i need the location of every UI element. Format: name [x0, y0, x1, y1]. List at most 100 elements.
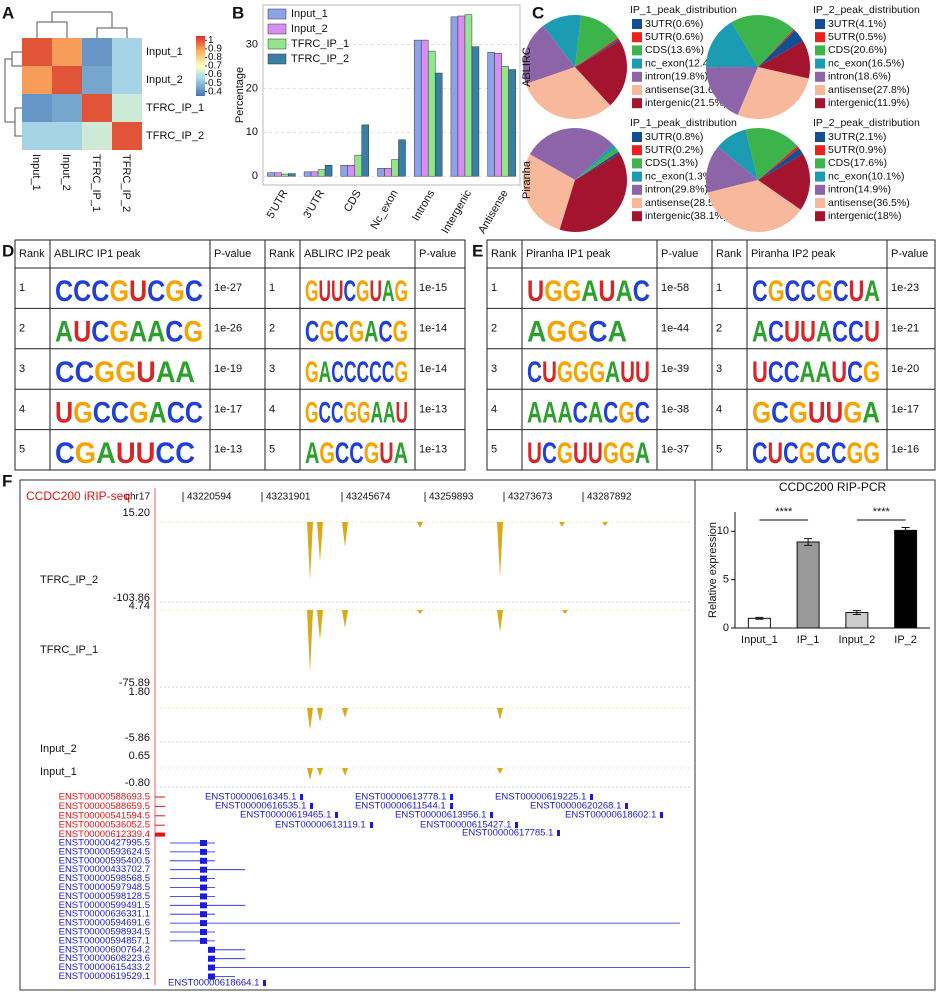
legend-label: CDS(13.6%) — [645, 44, 704, 56]
motif-letter: G — [863, 437, 880, 470]
row-label: Input_2 — [146, 74, 183, 86]
transcript-blue: ENST00000594691.6 — [59, 918, 150, 929]
x-tick-label: IP_1 — [797, 634, 820, 646]
table-cell: 1 — [716, 282, 722, 294]
table-header: ABLIRC IP2 peak — [304, 248, 391, 260]
motif-letter: U — [598, 275, 615, 308]
motif-letter: G — [305, 396, 318, 429]
exon — [300, 794, 303, 800]
pie-slice — [575, 37, 620, 67]
legend-label: antisense(28.5%) — [645, 197, 727, 209]
legend-label: CDS(17.6%) — [828, 157, 887, 169]
legend-label: antisense(31.6%) — [645, 84, 727, 96]
panel-label: A — [2, 3, 14, 22]
track-min: -0.80 — [125, 777, 150, 789]
motif-letter: C — [542, 437, 557, 470]
legend-label: CDS(20.6%) — [828, 44, 887, 56]
bar — [324, 164, 333, 177]
motif-letter: U — [784, 316, 800, 349]
exon — [208, 946, 215, 953]
x-tick-label: 5'UTR — [265, 188, 291, 221]
motif-letter: A — [581, 275, 598, 308]
motif-letter: A — [864, 275, 880, 308]
pie-slice — [758, 30, 804, 67]
motif-letter: A — [605, 356, 620, 389]
signal-peak — [342, 610, 348, 628]
transcript-blue: ENST00000433702.7 — [59, 864, 150, 875]
table-cell: 2 — [19, 323, 25, 335]
heatmap-cell — [22, 122, 52, 150]
transcript-blue: ENST00000598128.5 — [59, 891, 150, 902]
motif-letter: G — [393, 316, 408, 349]
x-tick-label: CDS — [342, 188, 364, 214]
track-name: Input_2 — [40, 743, 77, 755]
transcript-blue: ENST00000595400.5 — [59, 855, 150, 866]
motif-letter: C — [635, 396, 650, 429]
y-axis-label: Percentage — [234, 67, 246, 123]
pie-slice — [575, 151, 619, 180]
bar — [354, 154, 363, 177]
table-cell: 2 — [716, 323, 722, 335]
motif-letter: G — [129, 396, 149, 429]
motif-letter: C — [633, 275, 650, 308]
table-cell: 3 — [19, 363, 25, 375]
exon — [660, 812, 663, 818]
motif-letter: U — [831, 356, 847, 389]
legend-label: intron(19.8%) — [645, 71, 708, 83]
motif-logo: CUGGGAUU — [527, 356, 650, 389]
table-cell: 1e-26 — [214, 323, 242, 335]
row-label: ABLIRC — [521, 47, 533, 87]
legend-swatch — [815, 45, 825, 56]
x-tick-label: Input_1 — [741, 634, 778, 646]
legend-label: 5UTR(0.5%) — [828, 31, 886, 43]
motif-letter: G — [94, 356, 115, 389]
transcript-blue: ENST00000636331.1 — [59, 909, 150, 920]
heatmap-cell — [82, 94, 112, 122]
transcript-upper: ENST00000611544.1 — [355, 801, 446, 812]
bar — [317, 169, 326, 177]
motif-letter: A — [149, 396, 167, 429]
motif-letter: G — [618, 396, 634, 429]
motif-letter: G — [799, 437, 816, 470]
x-tick-label: Input_2 — [839, 634, 876, 646]
legend-swatch — [815, 145, 825, 156]
transcript-blue: ENST00000594857.1 — [59, 935, 150, 946]
pie-slice — [737, 67, 809, 120]
legend-label: 3UTR(4.1%) — [828, 18, 886, 30]
table-cell: 1e-15 — [419, 282, 447, 294]
heatmap-cell — [112, 94, 142, 122]
motif-letter: U — [369, 275, 382, 308]
motif-letter: G — [603, 437, 619, 470]
legend-label: antisense(36.5%) — [828, 197, 910, 209]
transcript-blue: ENST00000599491.5 — [59, 900, 150, 911]
legend-label: antisense(27.8%) — [828, 84, 910, 96]
legend-swatch — [632, 45, 642, 56]
signal-peak — [497, 522, 503, 577]
heatmap-cell — [112, 122, 142, 150]
motif-letter: C — [588, 316, 607, 349]
motif-logo: UCCAAUCG — [752, 356, 880, 389]
motif-letter: G — [789, 396, 808, 429]
exon — [200, 920, 207, 927]
legend-swatch — [632, 184, 642, 195]
motif-letter: C — [832, 316, 848, 349]
motif-logo: AUCGAACG — [55, 316, 203, 349]
signal-peak — [497, 610, 503, 632]
motif-letter: C — [771, 396, 789, 429]
motif-letter: C — [527, 356, 542, 389]
table-header: Rank — [19, 248, 45, 260]
motif-letter: G — [319, 316, 334, 349]
motif-letter: C — [165, 316, 183, 349]
motif-letter: G — [544, 275, 563, 308]
dendrogram — [4, 11, 128, 137]
legend-swatch — [632, 211, 642, 222]
colorbar-label: 0.4 — [208, 86, 222, 97]
motif-logo: GACCCCCG — [305, 356, 408, 389]
row-label: Piranha — [521, 160, 533, 199]
table-header: Piranha IP1 peak — [526, 248, 611, 260]
exon — [200, 848, 207, 855]
motif-letter: U — [542, 356, 557, 389]
panel-label: C — [532, 3, 544, 22]
y-tick-label: 0 — [723, 622, 729, 634]
bar — [391, 159, 399, 177]
